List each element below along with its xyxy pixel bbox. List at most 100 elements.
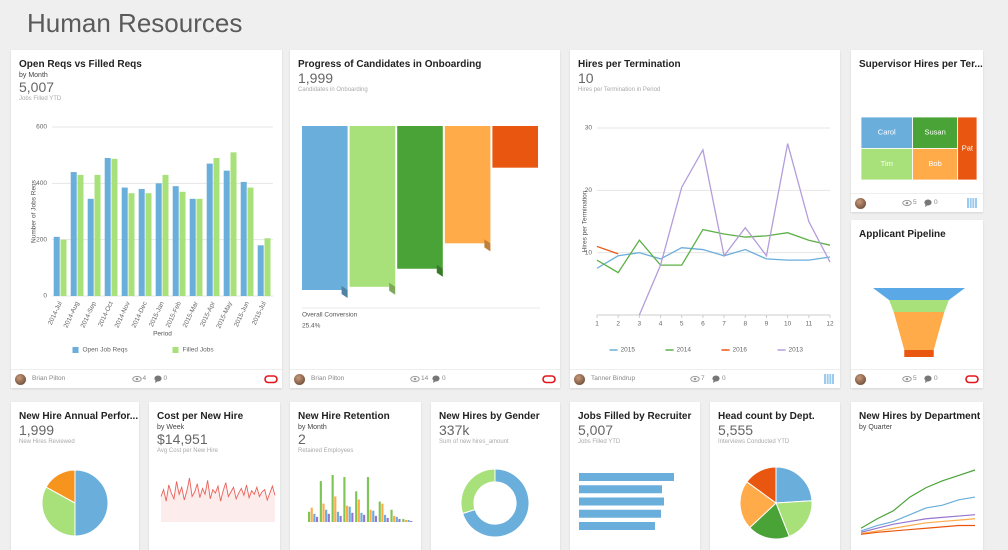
bar — [264, 238, 271, 296]
card-footer: Tanner Bindrup 7 0 — [570, 369, 840, 388]
x-tick-label: 8 — [743, 321, 747, 328]
eye-pupil — [905, 377, 909, 381]
card-kpi: $14,951 — [157, 431, 208, 447]
step-fold-shade — [484, 239, 491, 252]
bar — [121, 187, 128, 296]
pie-slice — [74, 469, 109, 537]
eye-pupil — [135, 377, 138, 381]
bar — [579, 485, 662, 494]
source-icon — [967, 198, 977, 208]
bar — [331, 475, 334, 522]
comments-icon — [924, 199, 932, 207]
bar — [339, 515, 342, 522]
y-axis-label: Number of Jobs Reqs — [31, 179, 38, 243]
card: Carol Tim Susan Bob Pat Supervisor Hires per … — [851, 50, 983, 212]
x-tick-label: 2 — [616, 321, 620, 328]
views-icon — [690, 375, 700, 383]
views-count: 5 — [913, 375, 917, 382]
bar — [104, 157, 111, 296]
annotation: Overall Conversion — [302, 312, 358, 319]
legend-swatch — [72, 347, 79, 353]
bar — [402, 518, 405, 522]
chart — [739, 466, 813, 540]
source-icon — [542, 375, 556, 384]
user-name: Brian Pilton — [311, 375, 345, 382]
chart: Carol Tim Susan Bob Pat — [860, 116, 978, 181]
comments-count: 0 — [934, 375, 938, 382]
card-header: Hires per Termination 10 Hires per Termina… — [578, 58, 834, 95]
line-series — [860, 518, 976, 535]
avatar — [855, 374, 866, 385]
card: Jobs Filled by Recruiter 5,007 Jobs Filled… — [570, 402, 700, 550]
x-tick-label: 2014-Sep — [80, 300, 98, 329]
card-footer: Brian Pilton 14 0 — [290, 369, 560, 388]
pie-slice — [749, 502, 790, 540]
x-tick-label: 2015-Jun — [233, 300, 251, 328]
card-header: New Hire Retention by Month 2 Retained Empl… — [298, 410, 415, 456]
bar — [398, 518, 401, 522]
bar — [404, 519, 408, 522]
bar — [313, 513, 316, 522]
bar — [407, 519, 410, 522]
card-subtitle: by Quarter — [859, 424, 893, 431]
treemap-cell — [860, 116, 913, 149]
bar — [230, 152, 237, 296]
card-subtitle: by Month — [19, 72, 48, 79]
y-tick-label: 30 — [585, 125, 593, 132]
card: New Hires by Gender 337k Sum of new hires_… — [431, 402, 560, 550]
oracle-logo — [264, 375, 278, 384]
bar — [94, 174, 101, 296]
card-title: Jobs Filled by Recruiter — [578, 411, 692, 422]
avatar — [855, 198, 866, 209]
bar — [213, 157, 220, 296]
bubble-tail — [154, 380, 158, 383]
step-fold-shade — [389, 282, 396, 295]
funnel-stage — [904, 350, 934, 357]
step-fold-shade — [436, 264, 443, 277]
annotation-value: 25.4% — [302, 323, 321, 330]
bar — [162, 174, 169, 296]
x-tick-label: 2014-Nov — [114, 300, 133, 329]
bar — [355, 491, 358, 522]
bubble-tail — [433, 380, 436, 383]
line-series — [860, 524, 975, 535]
bar — [395, 516, 398, 522]
card-header: Head count by Dept. 5,555 Interviews Condu… — [718, 410, 834, 447]
bar — [336, 511, 340, 522]
bar — [325, 509, 328, 522]
bar — [369, 509, 372, 522]
stats: 14 0 — [410, 373, 450, 385]
eye-outline — [902, 199, 912, 207]
bubble-tail — [925, 204, 928, 207]
card: New Hire Annual Perfor... 1,999 New Hires … — [11, 402, 139, 550]
eye-pupil — [905, 201, 909, 205]
views-icon — [902, 375, 912, 383]
bar — [319, 481, 322, 522]
views-count: 5 — [913, 199, 917, 206]
bar — [383, 514, 387, 522]
bar — [189, 198, 196, 296]
comments-icon — [153, 375, 162, 383]
bar — [378, 501, 381, 522]
y-tick-label: 600 — [36, 124, 47, 131]
legend-swatch — [172, 347, 179, 353]
card-title: Head count by Dept. — [718, 411, 815, 422]
bar — [179, 191, 186, 296]
treemap-label: Carol — [878, 128, 896, 137]
bar — [138, 188, 145, 296]
treemap-label: Bob — [928, 159, 941, 168]
views-icon — [902, 199, 912, 207]
x-tick-label: 2014-Oct — [97, 300, 115, 327]
card-title: Open Reqs vs Filled Reqs — [19, 59, 142, 70]
card-kpi-label: Avg Cost per New Hire — [157, 448, 218, 454]
funnel-step — [302, 126, 348, 290]
card-kpi-label: Retained Employees — [298, 448, 354, 454]
x-tick-label: 6 — [701, 321, 705, 328]
x-tick-label: 1 — [595, 321, 599, 328]
bar — [363, 514, 366, 522]
card-kpi: 1,999 — [19, 422, 55, 438]
bar — [381, 503, 384, 522]
